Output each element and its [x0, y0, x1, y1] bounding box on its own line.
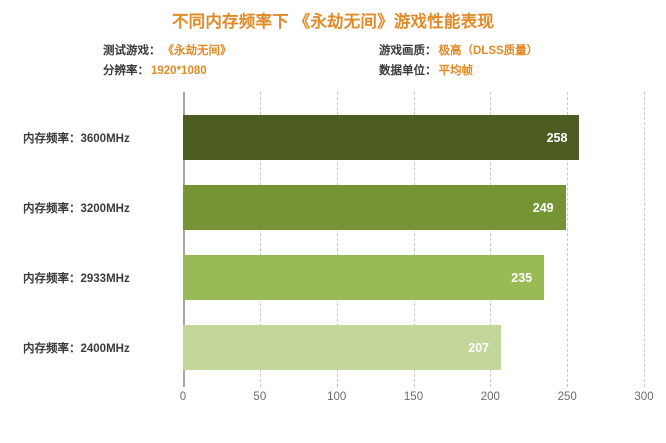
meta-label-graphics-quality: 游戏画质： [379, 45, 437, 57]
x-axis-tick-label: 300 [634, 391, 654, 403]
gridline [336, 92, 338, 387]
category-label: 内存频率：2400MHz [23, 342, 130, 355]
meta-right-column: 游戏画质： 极高（DLSS质量） 数据单位： 平均帧 [379, 41, 538, 81]
gridline [259, 92, 261, 387]
meta-value-data-unit: 平均帧 [438, 65, 474, 77]
meta-value-graphics-quality: 极高（DLSS质量） [438, 45, 539, 57]
bar[interactable]: 258 [183, 115, 580, 160]
meta-left-column: 测试游戏： 《永劫无间》 分辨率： 1920*1080 [103, 41, 232, 81]
bar-row: 258 [183, 115, 644, 160]
bar[interactable]: 207 [183, 325, 502, 370]
bar-row: 235 [183, 255, 644, 300]
category-label: 内存频率：3600MHz [23, 132, 130, 145]
meta-value-test-game: 《永劫无间》 [162, 45, 232, 57]
gridline [413, 92, 415, 387]
x-axis-tick-label: 0 [179, 391, 187, 403]
meta-row-data-unit: 数据单位： 平均帧 [379, 61, 538, 81]
gridline [490, 92, 492, 387]
meta-label-resolution: 分辨率： [103, 65, 149, 77]
meta-row-test-game: 测试游戏： 《永劫无间》 [103, 41, 232, 61]
meta-row-graphics-quality: 游戏画质： 极高（DLSS质量） [379, 41, 538, 61]
meta-label-data-unit: 数据单位： [379, 65, 437, 77]
meta-value-resolution: 1920*1080 [151, 65, 207, 77]
x-axis-tick-label: 250 [557, 391, 577, 403]
meta-label-test-game: 测试游戏： [103, 45, 161, 57]
chart-title: 不同内存频率下 《永劫无间》游戏性能表现 [171, 13, 495, 31]
bar-row: 249 [183, 185, 644, 230]
category-label: 内存频率：2933MHz [23, 272, 130, 285]
x-axis-tick-label: 100 [327, 391, 347, 403]
bar-value-label: 235 [511, 270, 533, 285]
bar[interactable]: 235 [183, 255, 545, 300]
bar[interactable]: 249 [183, 185, 566, 230]
plot-area: 0 50 100 150 200 250 300 258 249 235 207 [180, 92, 654, 403]
bar-value-label: 249 [532, 200, 554, 215]
x-axis-tick-label: 50 [253, 391, 267, 403]
category-axis-labels: 内存频率：3600MHz 内存频率：3200MHz 内存频率：2933MHz 内存频率… [23, 92, 183, 387]
x-axis-tick-label: 150 [403, 391, 424, 403]
meta-row-resolution: 分辨率： 1920*1080 [103, 61, 232, 81]
category-label: 内存频率：3200MHz [23, 202, 130, 215]
bar-value-label: 258 [546, 130, 568, 145]
gridline [567, 92, 569, 387]
y-axis-line [183, 92, 185, 387]
x-axis-tick-label: 200 [480, 391, 500, 403]
bar-row: 207 [183, 325, 644, 370]
gridline [644, 92, 645, 387]
bar-value-label: 207 [468, 340, 490, 355]
